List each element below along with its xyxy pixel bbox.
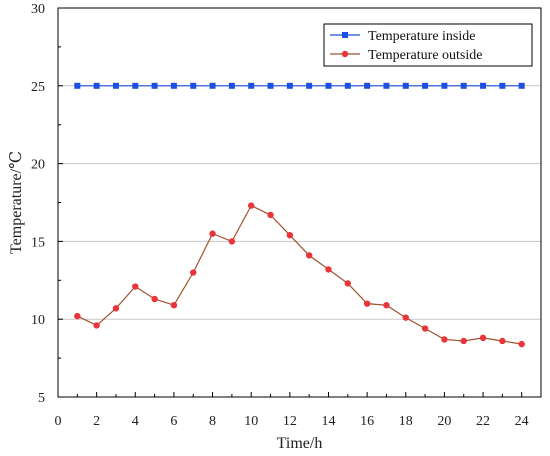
data-point (441, 336, 448, 343)
data-point (422, 82, 429, 89)
data-point (480, 82, 487, 89)
data-point (74, 82, 81, 89)
data-point (228, 82, 235, 89)
data-point (209, 230, 216, 237)
x-tick-label: 6 (170, 414, 177, 429)
data-point (132, 82, 139, 89)
data-point (306, 82, 313, 89)
series (74, 82, 525, 348)
data-point (305, 252, 313, 259)
data-point (441, 82, 448, 89)
data-point (190, 82, 197, 89)
legend: Temperature inside Temperature outside (323, 23, 533, 67)
y-tick-label: 30 (31, 2, 45, 17)
data-point (364, 82, 371, 89)
data-point (518, 82, 525, 89)
data-point (344, 280, 351, 287)
x-axis-ticks: 0 2 4 6 8 10 12 14 16 18 20 22 24 (55, 392, 529, 429)
data-point (286, 231, 294, 239)
series-1 (74, 82, 525, 89)
data-point (93, 322, 100, 329)
data-point (402, 314, 409, 321)
data-point (460, 82, 467, 89)
data-point (383, 301, 390, 309)
legend-items: Temperature inside Temperature outside (330, 29, 482, 63)
data-point (248, 82, 255, 89)
y-tick-label: 20 (31, 158, 45, 173)
y-tick-label: 5 (38, 391, 45, 406)
data-point (267, 82, 274, 89)
x-tick-label: 0 (55, 414, 62, 429)
legend-item-2: Temperature outside (330, 48, 482, 63)
data-point (325, 266, 332, 273)
x-tick-label: 24 (515, 414, 529, 429)
data-point (190, 269, 197, 276)
data-point (112, 305, 120, 312)
data-point (267, 211, 274, 219)
gridlines (58, 85, 541, 320)
x-tick-label: 12 (283, 414, 297, 429)
legend-label: Temperature inside (368, 29, 475, 44)
x-tick-label: 16 (360, 414, 374, 429)
x-tick-label: 10 (244, 414, 258, 429)
data-point (170, 82, 177, 89)
data-point (151, 295, 158, 303)
x-tick-label: 18 (399, 414, 413, 429)
legend-box (323, 23, 533, 67)
data-point (209, 82, 216, 89)
x-tick-label: 14 (321, 414, 335, 429)
data-point (402, 82, 409, 89)
x-tick-label: 4 (132, 414, 139, 429)
legend-marker (341, 50, 349, 58)
y-axis-title: Temperature/℃ (8, 151, 25, 254)
data-point (499, 82, 506, 89)
data-point (286, 82, 293, 89)
y-axis-ticks: 5 10 15 20 25 30 (31, 2, 63, 406)
series-2 (74, 202, 525, 348)
data-point (460, 337, 467, 345)
legend-marker (342, 32, 348, 38)
data-point (170, 301, 178, 309)
x-tick-label: 22 (476, 414, 490, 429)
data-point (112, 82, 119, 89)
data-point (248, 202, 255, 209)
x-tick-label: 2 (93, 414, 100, 429)
x-tick-label: 8 (209, 414, 216, 429)
x-axis-title: Time/h (277, 435, 323, 452)
legend-item-1: Temperature inside (330, 29, 475, 44)
data-point (383, 82, 390, 89)
data-point (499, 337, 506, 345)
x-tick-label: 20 (437, 414, 451, 429)
data-point (325, 82, 332, 89)
data-point (518, 340, 525, 348)
data-point (151, 82, 158, 89)
data-point (132, 283, 139, 290)
data-point (363, 300, 371, 307)
data-point (228, 238, 236, 245)
y-tick-label: 10 (31, 313, 45, 328)
y-tick-label: 25 (31, 80, 45, 95)
data-point (421, 325, 429, 332)
series-line (77, 204, 522, 345)
data-point (93, 82, 100, 89)
legend-label: Temperature outside (368, 48, 482, 63)
y-tick-label: 15 (31, 235, 45, 250)
data-point (344, 82, 351, 89)
data-point (479, 334, 487, 342)
data-point (74, 312, 81, 320)
